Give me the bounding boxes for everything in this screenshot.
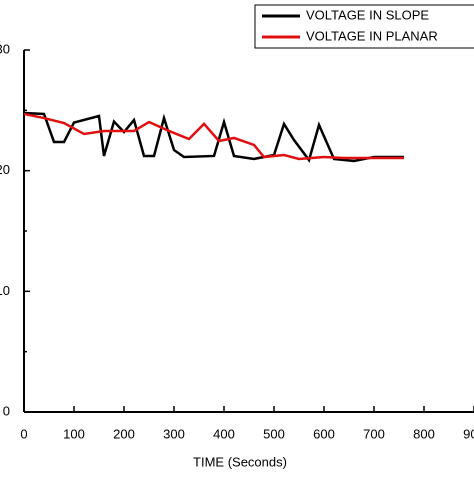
legend-label: VOLTAGE IN PLANAR xyxy=(306,28,438,43)
x-tick-label: 600 xyxy=(313,426,335,441)
x-tick-label: 800 xyxy=(413,426,435,441)
x-axis-label: TIME (Seconds) xyxy=(193,454,287,469)
x-tick-label: 200 xyxy=(113,426,135,441)
y-tick-label: 20 xyxy=(0,162,10,177)
y-tick-label: 10 xyxy=(0,283,10,298)
series-line xyxy=(23,112,404,161)
y-tick-label: 0 xyxy=(3,403,10,418)
x-tick-label: 100 xyxy=(63,426,85,441)
series-line xyxy=(23,111,404,163)
legend-box xyxy=(254,4,474,49)
x-tick-label: 400 xyxy=(213,426,235,441)
x-tick-label: 700 xyxy=(363,426,385,441)
x-tick-label: 0 xyxy=(20,426,27,441)
x-tick-label: 500 xyxy=(263,426,285,441)
x-tick-label: 900 xyxy=(463,426,474,441)
y-tick-label: 30 xyxy=(0,41,10,56)
legend-label: VOLTAGE IN SLOPE xyxy=(306,7,429,22)
x-tick-label: 300 xyxy=(163,426,185,441)
